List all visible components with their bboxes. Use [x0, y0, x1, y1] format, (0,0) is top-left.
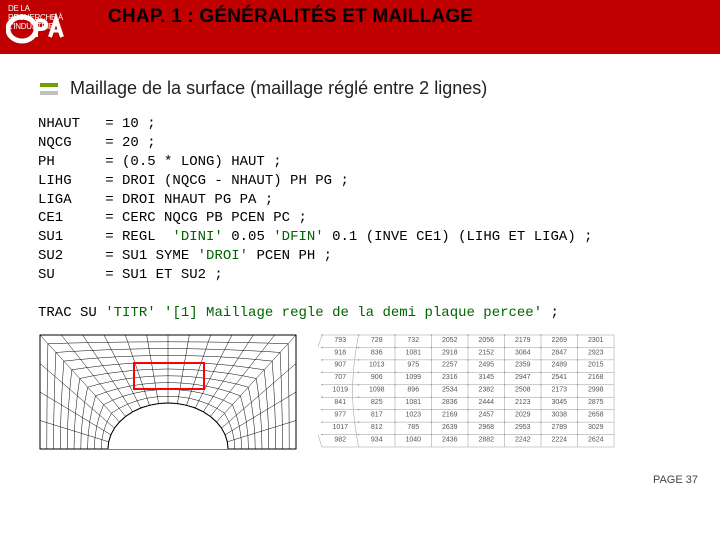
- svg-text:3029: 3029: [588, 424, 604, 431]
- svg-text:982: 982: [334, 436, 346, 443]
- svg-text:1023: 1023: [405, 411, 421, 418]
- figure-mesh-left: [38, 333, 298, 453]
- svg-text:907: 907: [334, 362, 346, 369]
- svg-text:2541: 2541: [551, 374, 567, 381]
- svg-text:2152: 2152: [478, 349, 494, 356]
- svg-text:2301: 2301: [588, 337, 604, 344]
- svg-text:906: 906: [371, 374, 383, 381]
- svg-text:1098: 1098: [369, 386, 385, 393]
- figures-row: 793 728 732 2052 2056 2179 2269 2301 918 836 1081 2…: [38, 333, 720, 453]
- svg-text:836: 836: [371, 349, 383, 356]
- section-row: Maillage de la surface (maillage réglé e…: [40, 78, 720, 99]
- svg-text:1017: 1017: [332, 424, 348, 431]
- svg-text:728: 728: [371, 337, 383, 344]
- section-bullet-icon: [40, 83, 58, 95]
- svg-text:1081: 1081: [405, 349, 421, 356]
- svg-text:1019: 1019: [332, 386, 348, 393]
- svg-text:817: 817: [371, 411, 383, 418]
- svg-text:2224: 2224: [551, 436, 567, 443]
- svg-text:2316: 2316: [442, 374, 458, 381]
- svg-text:2169: 2169: [442, 411, 458, 418]
- svg-text:2457: 2457: [478, 411, 494, 418]
- logo-tagline: DE LA RECHERCHE À L'INDUSTRIE: [8, 4, 78, 31]
- svg-text:2168: 2168: [588, 374, 604, 381]
- svg-text:2123: 2123: [515, 399, 531, 406]
- page-number: PAGE 37: [653, 474, 698, 486]
- svg-text:3045: 3045: [551, 399, 567, 406]
- svg-text:2269: 2269: [551, 337, 567, 344]
- svg-text:1040: 1040: [405, 436, 421, 443]
- svg-text:896: 896: [407, 386, 419, 393]
- svg-text:2179: 2179: [515, 337, 531, 344]
- svg-text:2029: 2029: [515, 411, 531, 418]
- section-title: Maillage de la surface (maillage réglé e…: [70, 78, 487, 99]
- svg-text:2444: 2444: [478, 399, 494, 406]
- svg-text:934: 934: [371, 436, 383, 443]
- svg-text:2923: 2923: [588, 349, 604, 356]
- svg-text:977: 977: [334, 411, 346, 418]
- svg-text:3145: 3145: [478, 374, 494, 381]
- svg-text:2875: 2875: [588, 399, 604, 406]
- bullet-bar-top: [40, 83, 58, 87]
- svg-text:2658: 2658: [588, 411, 604, 418]
- svg-text:2534: 2534: [442, 386, 458, 393]
- svg-text:2968: 2968: [478, 424, 494, 431]
- svg-text:1099: 1099: [405, 374, 421, 381]
- svg-text:2056: 2056: [478, 337, 494, 344]
- svg-text:2052: 2052: [442, 337, 458, 344]
- svg-text:975: 975: [407, 362, 419, 369]
- svg-text:2836: 2836: [442, 399, 458, 406]
- svg-text:2436: 2436: [442, 436, 458, 443]
- svg-text:2489: 2489: [551, 362, 567, 369]
- svg-text:2882: 2882: [478, 436, 494, 443]
- svg-text:732: 732: [407, 337, 419, 344]
- svg-text:1081: 1081: [405, 399, 421, 406]
- bullet-bar-bottom: [40, 91, 58, 95]
- figure-mesh-right: 793 728 732 2052 2056 2179 2269 2301 918 836 1081 2…: [318, 333, 618, 453]
- svg-text:812: 812: [371, 424, 383, 431]
- svg-text:918: 918: [334, 349, 346, 356]
- svg-text:2947: 2947: [515, 374, 531, 381]
- svg-text:2495: 2495: [478, 362, 494, 369]
- svg-text:2918: 2918: [442, 349, 458, 356]
- svg-text:2382: 2382: [478, 386, 494, 393]
- chapter-title: CHAP. 1 : GÉNÉRALITÉS ET MAILLAGE: [108, 6, 473, 28]
- svg-text:2639: 2639: [442, 424, 458, 431]
- svg-text:3084: 3084: [515, 349, 531, 356]
- svg-text:2789: 2789: [551, 424, 567, 431]
- header-bar: DE LA RECHERCHE À L'INDUSTRIE CHAP. 1 : …: [0, 0, 720, 54]
- svg-text:825: 825: [371, 399, 383, 406]
- svg-text:2847: 2847: [551, 349, 567, 356]
- cea-logo: DE LA RECHERCHE À L'INDUSTRIE: [0, 0, 78, 54]
- svg-text:2508: 2508: [515, 386, 531, 393]
- mesh-svg-right: 793 728 732 2052 2056 2179 2269 2301 918 836 1081 2…: [318, 333, 618, 453]
- svg-text:785: 785: [407, 424, 419, 431]
- svg-text:3038: 3038: [551, 411, 567, 418]
- svg-text:2998: 2998: [588, 386, 604, 393]
- svg-text:2173: 2173: [551, 386, 567, 393]
- svg-text:2359: 2359: [515, 362, 531, 369]
- svg-text:793: 793: [334, 337, 346, 344]
- svg-text:2242: 2242: [515, 436, 531, 443]
- mesh-svg-left: [38, 333, 298, 453]
- code-block: NHAUT = 10 ; NQCG = 20 ; PH = (0.5 * LON…: [38, 115, 720, 323]
- svg-text:2953: 2953: [515, 424, 531, 431]
- svg-text:707: 707: [334, 374, 346, 381]
- svg-text:2624: 2624: [588, 436, 604, 443]
- svg-text:2257: 2257: [442, 362, 458, 369]
- svg-text:1013: 1013: [369, 362, 385, 369]
- svg-text:841: 841: [334, 399, 346, 406]
- svg-text:2015: 2015: [588, 362, 604, 369]
